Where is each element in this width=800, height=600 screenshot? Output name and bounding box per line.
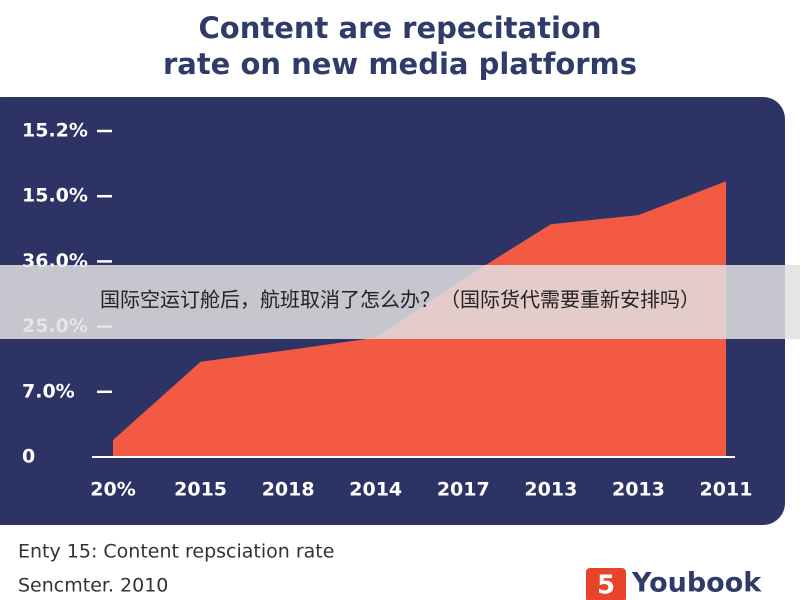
chart-title: Content are repecitation bbox=[199, 11, 602, 45]
banner-bg bbox=[0, 265, 800, 339]
y-tick-label: 0 bbox=[22, 446, 35, 468]
caption: Enty 15: Content repsciation rate bbox=[18, 541, 334, 563]
x-tick-label: 2011 bbox=[700, 479, 753, 501]
y-tick-label: 7.0% bbox=[22, 380, 75, 402]
x-tick-label: 2014 bbox=[349, 479, 402, 501]
x-tick-label: 2015 bbox=[174, 479, 227, 501]
logo-text: Youbook bbox=[631, 568, 762, 599]
y-tick-label: 15.0% bbox=[22, 185, 88, 207]
logo-icon bbox=[586, 568, 626, 600]
x-tick-label: 20% bbox=[90, 479, 135, 501]
logo-mark: 5 bbox=[597, 571, 615, 600]
y-tick-label: 15.2% bbox=[22, 120, 88, 142]
x-tick-label: 2013 bbox=[524, 479, 577, 501]
banner-text: 国际空运订舱后，航班取消了怎么办？（国际货代需要重新安排吗） bbox=[100, 288, 700, 312]
chart-title: rate on new media platforms bbox=[163, 47, 637, 81]
x-tick-label: 2017 bbox=[437, 479, 490, 501]
source: Sencmter. 2010 bbox=[18, 575, 168, 597]
x-tick-label: 2018 bbox=[262, 479, 315, 501]
x-tick-label: 2013 bbox=[612, 479, 665, 501]
